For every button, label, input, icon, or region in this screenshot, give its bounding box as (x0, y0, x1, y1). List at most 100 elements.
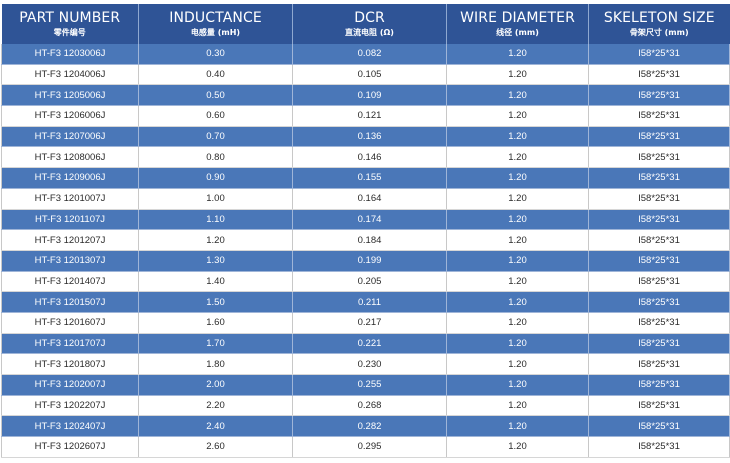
cell-skeleton-size: I58*25*31 (588, 415, 730, 438)
cell-dcr: 0.295 (292, 436, 447, 458)
header-label: WIRE DIAMETER (460, 10, 575, 26)
header-sublabel: 零件编号 (53, 28, 86, 37)
cell-skeleton-size: I58*25*31 (588, 229, 730, 251)
table-row: HT-F3 1209006J 0.90 0.155 1.20 I58*25*31 (1, 167, 730, 189)
cell-dcr: 0.155 (292, 167, 447, 189)
cell-dcr: 0.146 (292, 146, 447, 169)
table-row: HT-F3 1201207J 1.20 0.184 1.20 I58*25*31 (1, 229, 730, 251)
header-label: PART NUMBER (19, 10, 121, 26)
cell-inductance: 1.20 (138, 229, 293, 251)
cell-skeleton-size: I58*25*31 (588, 188, 730, 210)
table-row: HT-F3 1201807J 1.80 0.230 1.20 I58*25*31 (1, 353, 730, 375)
cell-wire-diameter: 1.20 (446, 126, 589, 148)
cell-part-number: HT-F3 1201307J (1, 250, 139, 272)
cell-dcr: 0.121 (292, 105, 447, 127)
cell-dcr: 0.255 (292, 374, 447, 396)
cell-skeleton-size: I58*25*31 (588, 167, 730, 189)
cell-wire-diameter: 1.20 (446, 271, 589, 293)
cell-skeleton-size: I58*25*31 (588, 146, 730, 169)
cell-skeleton-size: I58*25*31 (588, 44, 730, 65)
header-sublabel: 线径 (mm) (496, 28, 539, 37)
cell-part-number: HT-F3 1207006J (1, 126, 139, 148)
header-dcr: DCR 直流电阻 (Ω) (292, 4, 447, 44)
table-row: HT-F3 1201407J 1.40 0.205 1.20 I58*25*31 (1, 271, 730, 293)
cell-skeleton-size: I58*25*31 (588, 395, 730, 417)
cell-wire-diameter: 1.20 (446, 146, 589, 169)
table-row: HT-F3 1202007J 2.00 0.255 1.20 I58*25*31 (1, 374, 730, 396)
cell-dcr: 0.211 (292, 291, 447, 313)
cell-dcr: 0.268 (292, 395, 447, 417)
cell-skeleton-size: I58*25*31 (588, 271, 730, 293)
cell-skeleton-size: I58*25*31 (588, 353, 730, 375)
cell-wire-diameter: 1.20 (446, 44, 589, 65)
header-sublabel: 直流电阻 (Ω) (345, 28, 394, 37)
cell-part-number: HT-F3 1202207J (1, 395, 139, 417)
cell-dcr: 0.199 (292, 250, 447, 272)
cell-dcr: 0.174 (292, 209, 447, 231)
cell-skeleton-size: I58*25*31 (588, 436, 730, 458)
cell-inductance: 2.60 (138, 436, 293, 458)
cell-inductance: 0.40 (138, 64, 293, 86)
header-label: INDUCTANCE (169, 10, 262, 26)
cell-wire-diameter: 1.20 (446, 229, 589, 251)
cell-skeleton-size: I58*25*31 (588, 105, 730, 127)
cell-part-number: HT-F3 1202607J (1, 436, 139, 458)
cell-wire-diameter: 1.20 (446, 209, 589, 231)
cell-dcr: 0.082 (292, 44, 447, 65)
cell-inductance: 1.70 (138, 333, 293, 355)
cell-dcr: 0.205 (292, 271, 447, 293)
cell-skeleton-size: I58*25*31 (588, 291, 730, 313)
cell-part-number: HT-F3 1201707J (1, 333, 139, 355)
table-row: HT-F3 1208006J 0.80 0.146 1.20 I58*25*31 (1, 146, 730, 169)
table-header: PART NUMBER 零件编号 INDUCTANCE 电感量 (mH) DCR… (1, 4, 730, 44)
cell-wire-diameter: 1.20 (446, 395, 589, 417)
cell-inductance: 2.20 (138, 395, 293, 417)
cell-wire-diameter: 1.20 (446, 415, 589, 438)
cell-dcr: 0.230 (292, 353, 447, 375)
cell-skeleton-size: I58*25*31 (588, 312, 730, 334)
cell-inductance: 0.90 (138, 167, 293, 189)
header-sublabel: 骨架尺寸 (mm) (629, 28, 689, 37)
cell-wire-diameter: 1.20 (446, 312, 589, 334)
table-row: HT-F3 1207006J 0.70 0.136 1.20 I58*25*31 (1, 126, 730, 148)
cell-part-number: HT-F3 1201407J (1, 271, 139, 293)
cell-part-number: HT-F3 1209006J (1, 167, 139, 189)
cell-dcr: 0.164 (292, 188, 447, 210)
header-sublabel: 电感量 (mH) (190, 28, 241, 37)
header-label: DCR (354, 10, 385, 26)
cell-dcr: 0.282 (292, 415, 447, 438)
inductor-spec-table: PART NUMBER 零件编号 INDUCTANCE 电感量 (mH) DCR… (1, 4, 730, 458)
table-row: HT-F3 1205006J 0.50 0.109 1.20 I58*25*31 (1, 84, 730, 107)
table-row: HT-F3 1201307J 1.30 0.199 1.20 I58*25*31 (1, 250, 730, 272)
cell-dcr: 0.217 (292, 312, 447, 334)
cell-dcr: 0.221 (292, 333, 447, 355)
cell-inductance: 0.30 (138, 44, 293, 65)
table-row: HT-F3 1202407J 2.40 0.282 1.20 I58*25*31 (1, 415, 730, 438)
cell-part-number: HT-F3 1203006J (1, 44, 139, 65)
cell-part-number: HT-F3 1204006J (1, 64, 139, 86)
cell-inductance: 1.80 (138, 353, 293, 375)
cell-wire-diameter: 1.20 (446, 105, 589, 127)
cell-wire-diameter: 1.20 (446, 374, 589, 396)
cell-part-number: HT-F3 1201207J (1, 229, 139, 251)
table-row: HT-F3 1202207J 2.20 0.268 1.20 I58*25*31 (1, 395, 730, 417)
cell-inductance: 1.10 (138, 209, 293, 231)
cell-skeleton-size: I58*25*31 (588, 84, 730, 107)
table-body: HT-F3 1203006J 0.30 0.082 1.20 I58*25*31 HT-F… (1, 44, 730, 458)
cell-dcr: 0.105 (292, 64, 447, 86)
cell-wire-diameter: 1.20 (446, 167, 589, 189)
header-label: SKELETON SIZE (603, 10, 715, 26)
table-row: HT-F3 1206006J 0.60 0.121 1.20 I58*25*31 (1, 105, 730, 127)
header-part-number: PART NUMBER 零件编号 (1, 4, 139, 44)
cell-inductance: 1.60 (138, 312, 293, 334)
table-row: HT-F3 1201607J 1.60 0.217 1.20 I58*25*31 (1, 312, 730, 334)
cell-part-number: HT-F3 1202007J (1, 374, 139, 396)
cell-wire-diameter: 1.20 (446, 436, 589, 458)
cell-wire-diameter: 1.20 (446, 250, 589, 272)
cell-inductance: 1.40 (138, 271, 293, 293)
table-row: HT-F3 1203006J 0.30 0.082 1.20 I58*25*31 (1, 44, 730, 65)
table-row: HT-F3 1201707J 1.70 0.221 1.20 I58*25*31 (1, 333, 730, 355)
cell-part-number: HT-F3 1205006J (1, 84, 139, 107)
table-row: HT-F3 1201507J 1.50 0.211 1.20 I58*25*31 (1, 291, 730, 313)
